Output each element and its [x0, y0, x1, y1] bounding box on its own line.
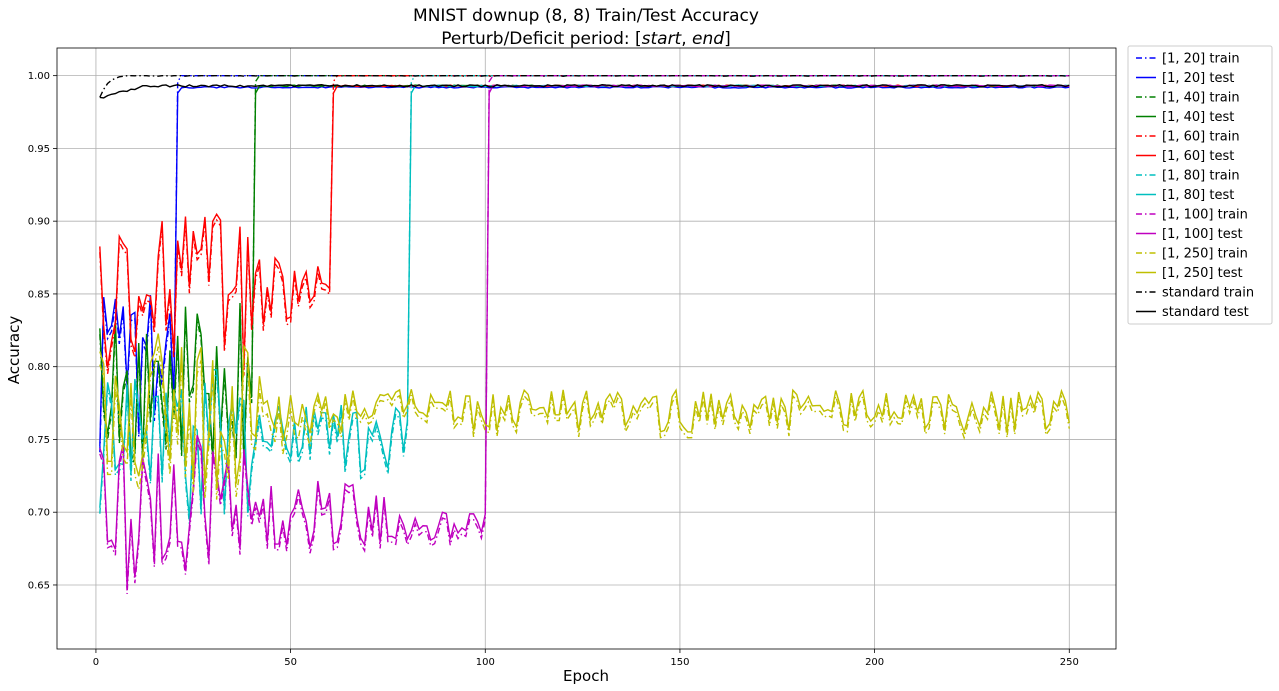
chart-subtitle: Perturb/Deficit period: [start, end]	[441, 29, 730, 49]
x-tick-label: 200	[865, 657, 884, 668]
y-axis-ticks: 0.65 0.70 0.75 0.80 0.85 0.90 0.95 1.00	[28, 71, 57, 591]
legend-entry: [1, 40] train	[1162, 91, 1240, 106]
x-tick-label: 0	[93, 657, 99, 668]
series-line-1-250-train	[99, 346, 1070, 500]
subtitle-start: start	[642, 29, 683, 49]
x-axis-label: Epoch	[563, 667, 609, 685]
legend: [1, 20] train [1, 20] test [1, 40] train [1…	[1127, 45, 1273, 325]
y-tick-label: 0.85	[28, 289, 50, 300]
subtitle-end: end	[692, 29, 724, 49]
legend-entry: standard test	[1162, 305, 1249, 320]
series-line-1-20-test	[99, 85, 1070, 447]
x-tick-label: 100	[476, 657, 495, 668]
series-line-1-40-test	[99, 84, 1070, 461]
y-tick-label: 0.75	[28, 435, 50, 446]
legend-entry: [1, 60] test	[1162, 149, 1234, 164]
x-tick-label: 50	[284, 657, 297, 668]
legend-entry: [1, 60] train	[1162, 130, 1240, 145]
legend-entry: [1, 250] train	[1162, 247, 1248, 262]
y-tick-label: 0.90	[28, 217, 50, 228]
y-axis-label: Accuracy	[5, 316, 23, 385]
subtitle-separator: ,	[681, 29, 692, 49]
legend-entry: [1, 100] train	[1162, 208, 1248, 223]
x-tick-label: 150	[670, 657, 689, 668]
y-tick-label: 0.80	[28, 362, 50, 373]
y-tick-label: 0.65	[28, 580, 50, 591]
legend-entry: [1, 80] test	[1162, 188, 1234, 203]
y-tick-label: 0.70	[28, 508, 50, 519]
chart-title: MNIST downup (8, 8) Train/Test Accuracy	[413, 6, 759, 26]
legend-entry: [1, 100] test	[1162, 227, 1243, 242]
subtitle-prefix: Perturb/Deficit period: [	[441, 29, 641, 49]
y-tick-label: 0.95	[28, 144, 50, 155]
legend-entry: [1, 20] test	[1162, 71, 1234, 86]
subtitle-suffix: ]	[724, 29, 731, 49]
legend-entry: [1, 20] train	[1162, 52, 1240, 67]
series-line-1-60-test	[99, 84, 1070, 370]
legend-entry: [1, 250] test	[1162, 266, 1243, 281]
x-tick-label: 250	[1060, 657, 1079, 668]
plot-series	[99, 74, 1070, 594]
legend-box	[1127, 45, 1273, 325]
legend-entry: [1, 80] train	[1162, 169, 1240, 184]
y-tick-label: 1.00	[28, 71, 50, 82]
legend-entry: [1, 40] test	[1162, 110, 1234, 125]
plot-frame	[56, 47, 1117, 650]
series-line-standard-test	[99, 84, 1070, 99]
series-line-standard-train	[99, 74, 1070, 98]
legend-entry: standard train	[1162, 286, 1254, 301]
x-axis-ticks: 0 50 100 150 200 250	[93, 649, 1079, 668]
series-line-1-250-test	[99, 333, 1070, 487]
